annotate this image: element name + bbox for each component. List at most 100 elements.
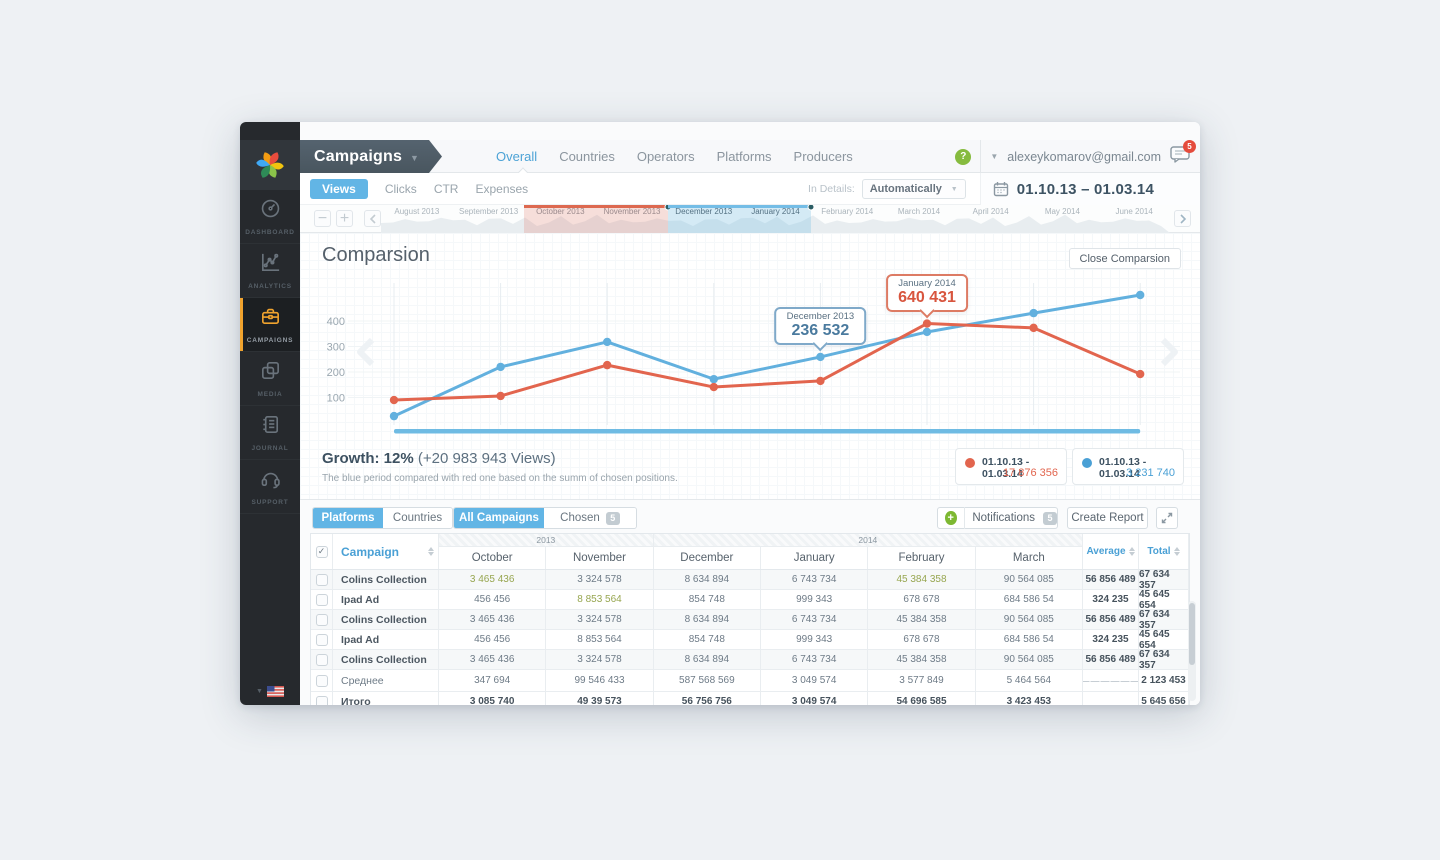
month-column-header[interactable]: January — [761, 547, 869, 569]
campaign-column-header[interactable]: Campaign — [333, 534, 439, 569]
red-period-selection[interactable] — [524, 205, 668, 233]
legend-card-red: 01.10.13 - 01.03.14 17 876 356 — [955, 448, 1067, 485]
blue-period-selection[interactable] — [667, 205, 812, 233]
in-details-dropdown[interactable]: Automatically ▼ — [861, 179, 966, 199]
table-scrollbar[interactable] — [1188, 601, 1196, 701]
row-checkbox[interactable] — [315, 674, 328, 687]
sort-icon[interactable] — [1173, 547, 1180, 556]
close-comparison-button[interactable]: Close Comparsion — [1068, 248, 1181, 269]
user-menu-caret-icon[interactable]: ▼ — [990, 152, 999, 161]
timeline-zoom-in-button[interactable]: + — [336, 210, 353, 227]
legend-period: 01.10.13 - 01.03.14 — [1099, 456, 1147, 480]
page-title-tab[interactable]: Campaigns ▼ — [300, 140, 442, 173]
nav-item-countries[interactable]: Countries — [559, 149, 615, 164]
data-point[interactable] — [1136, 369, 1145, 379]
sidebar-item-support[interactable]: SUPPORT — [240, 460, 300, 514]
tab-countries[interactable]: Countries — [383, 508, 452, 528]
average-column-header[interactable]: Average — [1083, 534, 1139, 569]
nav-item-platforms[interactable]: Platforms — [716, 149, 772, 164]
data-point[interactable] — [816, 376, 825, 386]
month-column-header[interactable]: November — [546, 547, 654, 569]
help-button[interactable]: ? — [955, 148, 972, 165]
month-column-header[interactable]: March — [976, 547, 1083, 569]
row-select-cell — [311, 630, 333, 649]
sort-icon[interactable] — [1128, 547, 1135, 556]
campaign-header-label: Campaign — [341, 544, 400, 559]
row-checkbox[interactable] — [315, 633, 328, 646]
select-all-checkbox[interactable]: ✓ — [315, 545, 328, 558]
create-report-button[interactable]: Create Report — [1067, 507, 1148, 529]
scrollbar-thumb[interactable] — [1189, 603, 1195, 665]
metric-tab-clicks[interactable]: Clicks — [384, 182, 417, 196]
row-checkbox[interactable] — [315, 573, 328, 586]
data-point[interactable] — [922, 327, 932, 337]
month-column-header[interactable]: February — [868, 547, 976, 569]
metric-tab-views[interactable]: Views — [310, 179, 368, 199]
comparison-chart: 100 200 300 400 — [327, 283, 1180, 434]
metric-tab-expenses[interactable]: Expenses — [475, 182, 529, 196]
row-checkbox[interactable] — [315, 613, 328, 626]
month-column-header[interactable]: December — [654, 547, 761, 569]
blue-period-handle[interactable] — [807, 205, 815, 211]
sidebar-item-media[interactable]: MEDIA — [240, 352, 300, 406]
timeline-months[interactable]: August 2013 September 2013 October 2013 Nov… — [381, 205, 1170, 233]
data-point[interactable] — [1136, 290, 1145, 300]
value-cell: 8 853 564 — [546, 630, 654, 649]
svg-text:400: 400 — [327, 316, 345, 328]
tooltip-value: 640 431 — [898, 288, 956, 306]
tab-platforms[interactable]: Platforms — [313, 508, 383, 528]
divider — [980, 140, 982, 173]
chart-prev-arrow[interactable] — [355, 337, 377, 371]
data-point[interactable] — [922, 319, 932, 328]
metric-tab-ctr[interactable]: CTR — [433, 182, 459, 196]
topbar-right: ? ▼ alexeykomarov@gmail.com 5 — [955, 139, 1196, 173]
tab-all-campaigns[interactable]: All Campaigns — [454, 508, 544, 528]
data-point[interactable] — [709, 374, 718, 384]
nav-item-overall[interactable]: Overall — [496, 149, 538, 164]
total-header-label: Total — [1147, 546, 1171, 557]
data-point[interactable] — [389, 411, 399, 421]
year-group-2014: 2014 — [653, 534, 1083, 547]
date-range-value: 01.10.13 – 01.03.14 — [1016, 180, 1154, 198]
data-point[interactable] — [1029, 308, 1038, 318]
expand-icon — [1161, 512, 1173, 524]
messages-button[interactable]: 5 — [1170, 139, 1196, 168]
sort-icon[interactable] — [428, 547, 434, 556]
sidebar-item-campaigns[interactable]: CAMPAIGNS — [240, 298, 300, 352]
timeline-next-button[interactable] — [1174, 210, 1191, 227]
language-selector[interactable]: ▼ — [240, 686, 300, 697]
data-point[interactable] — [709, 382, 718, 392]
data-point[interactable] — [603, 360, 612, 370]
total-column-header[interactable]: Total — [1139, 534, 1189, 569]
nav-item-producers[interactable]: Producers — [793, 149, 853, 164]
row-checkbox[interactable] — [315, 695, 328, 705]
row-checkbox[interactable] — [315, 593, 328, 606]
sidebar-item-analytics[interactable]: ANALYTICS — [240, 244, 300, 298]
notifications-button[interactable]: + Notifications 5 — [937, 507, 1058, 529]
tab-chosen[interactable]: Chosen 5 — [544, 508, 636, 528]
nav-item-operators[interactable]: Operators — [636, 149, 695, 164]
data-point[interactable] — [1029, 323, 1038, 333]
top-header: Campaigns ▼ Overall Countries Operators Pla… — [300, 139, 1200, 179]
sidebar-item-dashboard[interactable]: DASHBOARD — [240, 190, 300, 244]
timeline-prev-button[interactable] — [364, 210, 381, 227]
data-point[interactable] — [496, 362, 505, 372]
data-point[interactable] — [816, 352, 825, 362]
data-point[interactable] — [496, 391, 505, 401]
data-point[interactable] — [603, 337, 612, 347]
date-range-picker[interactable]: 01.10.13 – 01.03.14 — [979, 173, 1200, 205]
timeline-zoom-out-button[interactable]: − — [314, 210, 331, 227]
chart-next-arrow[interactable] — [1158, 337, 1180, 371]
month-column-header[interactable]: October — [439, 547, 547, 569]
in-details-label: In Details: — [808, 183, 855, 195]
value-cell: 678 678 — [868, 590, 976, 609]
row-checkbox[interactable] — [315, 653, 328, 666]
legend-card-blue: 01.10.13 - 01.03.14 3 231 740 — [1072, 448, 1184, 485]
app-logo[interactable] — [240, 140, 300, 190]
user-email[interactable]: alexeykomarov@gmail.com — [1007, 149, 1161, 164]
expand-table-button[interactable] — [1156, 507, 1178, 529]
add-notification-icon[interactable]: + — [945, 511, 957, 525]
app-window: DASHBOARD ANALYTICS CAMPAIGNS MEDIA JOURNAL S… — [240, 122, 1200, 705]
data-point[interactable] — [389, 395, 399, 405]
sidebar-item-journal[interactable]: JOURNAL — [240, 406, 300, 460]
